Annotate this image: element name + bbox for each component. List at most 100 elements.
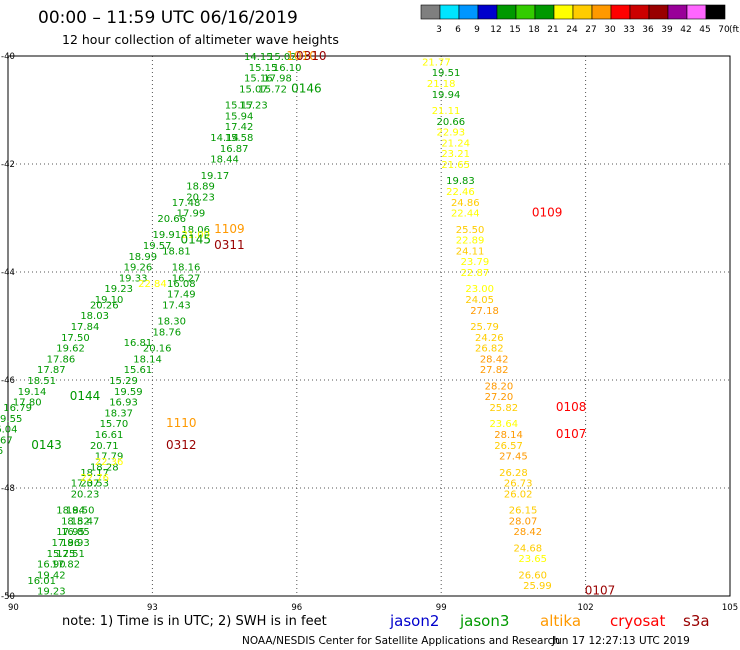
- swh-value-jason3: 17.95: [56, 527, 85, 538]
- swh-value-jason3: 16.85: [61, 527, 90, 538]
- x-tick-label: 93: [147, 603, 158, 613]
- swh-value-altika: 25.79: [470, 322, 499, 333]
- generated-timestamp: Jun 17 12:27:13 UTC 2019: [551, 635, 690, 647]
- swh-value-jason3: 15.02: [268, 52, 297, 63]
- colorbar-swatch: [477, 4, 498, 20]
- swh-value-altika: 22.36: [95, 457, 124, 468]
- swh-value-jason3: 17.80: [13, 398, 42, 409]
- swh-value-altika: 21.09: [181, 230, 210, 241]
- swh-value-jason3: 20.23: [71, 489, 100, 500]
- swh-value-jason3: 17.82: [51, 560, 80, 571]
- swh-value-jason3: 15.23: [239, 101, 268, 112]
- longitude-ticks: 90 93 96 99 102 105: [8, 603, 738, 613]
- swh-value-jason3: 18.89: [186, 182, 215, 193]
- swh-value-jason3: 18.36: [0, 446, 3, 457]
- swh-value-jason3: 19.62: [56, 344, 85, 355]
- satellite-legend-altika: altika: [540, 612, 581, 630]
- swh-value-altika: 22.84: [138, 279, 167, 290]
- swh-value-altika: 24.26: [475, 333, 504, 344]
- swh-value-jason3: 17.50: [61, 333, 90, 344]
- pass-time-label: 0146: [291, 81, 322, 95]
- swh-value-altika: 24.86: [451, 198, 480, 209]
- map-grid: [8, 56, 730, 596]
- satellite-legend-s3a: s3a: [683, 612, 710, 630]
- colorbar-label: 6: [455, 25, 461, 35]
- x-tick-label: 99: [436, 603, 447, 613]
- colorbar-swatch: [534, 4, 555, 20]
- swh-value-altika: 21.24: [441, 138, 470, 149]
- swh-value-jason3: 15.15: [249, 63, 278, 74]
- y-tick-label: -40: [1, 52, 15, 62]
- swh-value-altika: 22.44: [451, 209, 480, 220]
- swh-value-jason3: 20.23: [186, 192, 215, 203]
- swh-value-jason3: 15.67: [0, 435, 13, 446]
- pass-time-label: 0143: [31, 438, 62, 452]
- swh-value-altika: 25.99: [523, 581, 552, 592]
- swh-value-jason3: 18.44: [210, 155, 239, 166]
- swh-value-altika: 28.42: [514, 527, 543, 538]
- colorbar-swatch: [420, 4, 441, 20]
- colorbar-label: 45: [699, 25, 710, 35]
- swh-value-jason3: 18.52: [61, 516, 90, 527]
- swh-value-jason3: 17.49: [167, 290, 196, 301]
- swh-value-altika: 26.15: [509, 506, 538, 517]
- swh-value-jason3: 18.06: [181, 225, 210, 236]
- swh-value-altika: 28.42: [480, 354, 509, 365]
- swh-value-jason3: 18.51: [27, 376, 56, 387]
- swh-value-altika: 26.73: [504, 479, 533, 490]
- swh-value-altika: 21.65: [441, 160, 470, 171]
- swh-value-altika: 22.93: [437, 128, 466, 139]
- colorbar-label: 27: [585, 25, 596, 35]
- swh-value-jason3: 18.76: [153, 327, 182, 338]
- colorbar-swatch: [572, 4, 593, 20]
- swh-value-jason3: 17.79: [95, 452, 124, 463]
- pass-time-label: 0312: [166, 438, 197, 452]
- pass-time-label: 0310: [296, 49, 327, 63]
- satellite-legend-jason3: jason3: [459, 612, 509, 630]
- satellite-legend-cryosat: cryosat: [610, 612, 665, 630]
- swh-value-altika: 22.76: [80, 473, 109, 484]
- pass-time-label: 0109: [532, 206, 563, 220]
- colorbar-label: 42: [680, 25, 691, 35]
- colorbar-swatch: [591, 4, 612, 20]
- pass-time-label: 1109: [214, 222, 245, 236]
- swh-value-jason3: 15.72: [258, 84, 287, 95]
- swh-value-jason3: 16.10: [273, 63, 302, 74]
- swh-value-altika: 23.64: [489, 419, 518, 430]
- colorbar-label: 12: [490, 25, 501, 35]
- swh-value-jason3: 19.57: [143, 241, 172, 252]
- swh-value-jason3: 16.01: [27, 576, 56, 587]
- swh-value-jason3: 15.07: [239, 84, 268, 95]
- swh-value-jason3: 18.30: [157, 317, 186, 328]
- swh-value-jason3: 18.94: [56, 506, 85, 517]
- swh-value-altika: 25.50: [456, 225, 485, 236]
- swh-value-jason3: 15.94: [225, 111, 254, 122]
- colorbar-swatch: [629, 4, 650, 20]
- swh-value-jason3: 17.37: [71, 479, 100, 490]
- colorbar-swatch: [496, 4, 517, 20]
- footnote: note: 1) Time is in UTC; 2) SWH is in fe…: [62, 614, 327, 629]
- swh-value-jason3: 14.15: [244, 52, 273, 63]
- swh-value-altika: 19.51: [432, 68, 461, 79]
- colorbar-unit: (ft): [729, 25, 740, 35]
- swh-value-jason3: 19.23: [104, 284, 133, 295]
- swh-value-jason3: 19.14: [18, 387, 47, 398]
- pass-time-label: 0144: [70, 389, 101, 403]
- colorbar-swatch: [667, 4, 688, 20]
- swh-value-jason3: 18.03: [80, 311, 109, 322]
- swh-value-jason3: 18.14: [133, 354, 162, 365]
- swh-value-jason3: 17.84: [71, 322, 100, 333]
- swh-value-jason3: 19.17: [201, 171, 230, 182]
- swh-value-jason3: 19.55: [0, 414, 22, 425]
- swh-value-jason3: 15.17: [225, 101, 254, 112]
- swh-value-jason3: 18.81: [162, 246, 191, 257]
- swh-value-altika: 19.83: [446, 176, 475, 187]
- swh-value-jason3: 18.28: [90, 462, 119, 473]
- swh-value-altika: 24.05: [465, 295, 494, 306]
- swh-value-jason3: 16.93: [109, 398, 138, 409]
- swh-value-altika: 22.87: [461, 268, 490, 279]
- colorbar-label: 21: [547, 25, 558, 35]
- pass-time-label: 0107: [585, 584, 616, 598]
